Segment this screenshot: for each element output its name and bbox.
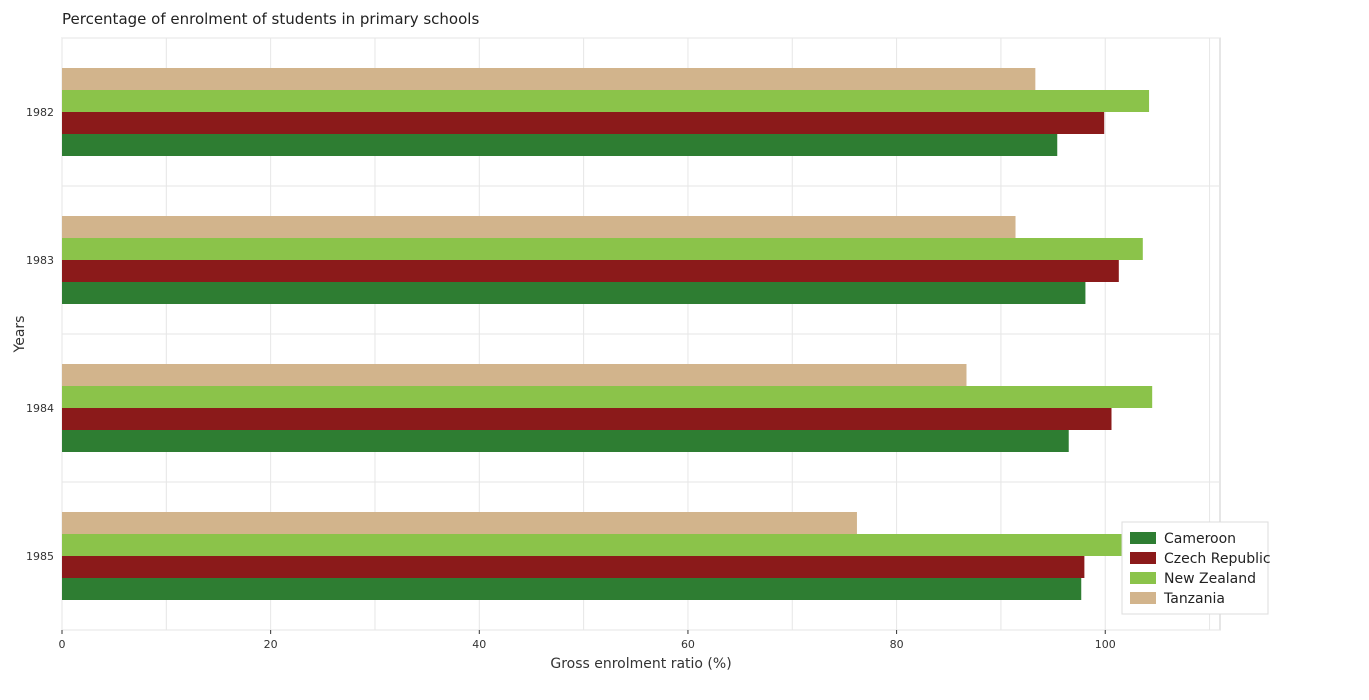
bar-tanzania-1982 bbox=[62, 68, 1036, 90]
x-tick-label: 20 bbox=[264, 638, 278, 651]
y-axis-label: Years bbox=[12, 316, 28, 354]
x-axis-label: Gross enrolment ratio (%) bbox=[550, 656, 731, 672]
legend-swatch bbox=[1130, 592, 1156, 604]
legend-swatch bbox=[1130, 532, 1156, 544]
legend-label: Czech Republic bbox=[1164, 551, 1271, 567]
y-tick-label: 1985 bbox=[26, 550, 54, 563]
x-tick-label: 40 bbox=[472, 638, 486, 651]
legend-label: Cameroon bbox=[1164, 531, 1236, 547]
bar-new-zealand-1983 bbox=[62, 238, 1143, 260]
legend: Cameroon Czech Republic New Zealand Tanzani… bbox=[1121, 521, 1271, 615]
y-tick-label: 1983 bbox=[26, 254, 54, 267]
bar-czech-republic-1983 bbox=[62, 260, 1119, 282]
bar-cameroon-1983 bbox=[62, 282, 1086, 304]
bar-cameroon-1984 bbox=[62, 430, 1069, 452]
plot-area: 1982 1983 1984 1985 0 20 40 60 80 100 bbox=[26, 37, 1221, 651]
x-tick-label: 0 bbox=[59, 638, 66, 651]
bar-tanzania-1983 bbox=[62, 216, 1016, 238]
chart-title: Percentage of enrolment of students in p… bbox=[62, 10, 479, 28]
bar-tanzania-1984 bbox=[62, 364, 967, 386]
bar-new-zealand-1985 bbox=[62, 534, 1161, 556]
legend-label: Tanzania bbox=[1163, 591, 1225, 607]
legend-swatch bbox=[1130, 552, 1156, 564]
bar-cameroon-1982 bbox=[62, 134, 1058, 156]
y-tick-label: 1982 bbox=[26, 106, 54, 119]
bar-czech-republic-1985 bbox=[62, 556, 1085, 578]
y-tick-label: 1984 bbox=[26, 402, 54, 415]
x-tick-label: 60 bbox=[681, 638, 695, 651]
bar-czech-republic-1984 bbox=[62, 408, 1112, 430]
legend-swatch bbox=[1130, 572, 1156, 584]
bar-new-zealand-1984 bbox=[62, 386, 1153, 408]
bar-tanzania-1985 bbox=[62, 512, 857, 534]
bar-new-zealand-1982 bbox=[62, 90, 1150, 112]
x-tick-label: 100 bbox=[1095, 638, 1116, 651]
bar-czech-republic-1982 bbox=[62, 112, 1105, 134]
bar-cameroon-1985 bbox=[62, 578, 1082, 600]
legend-label: New Zealand bbox=[1164, 571, 1256, 587]
x-tick-label: 80 bbox=[890, 638, 904, 651]
